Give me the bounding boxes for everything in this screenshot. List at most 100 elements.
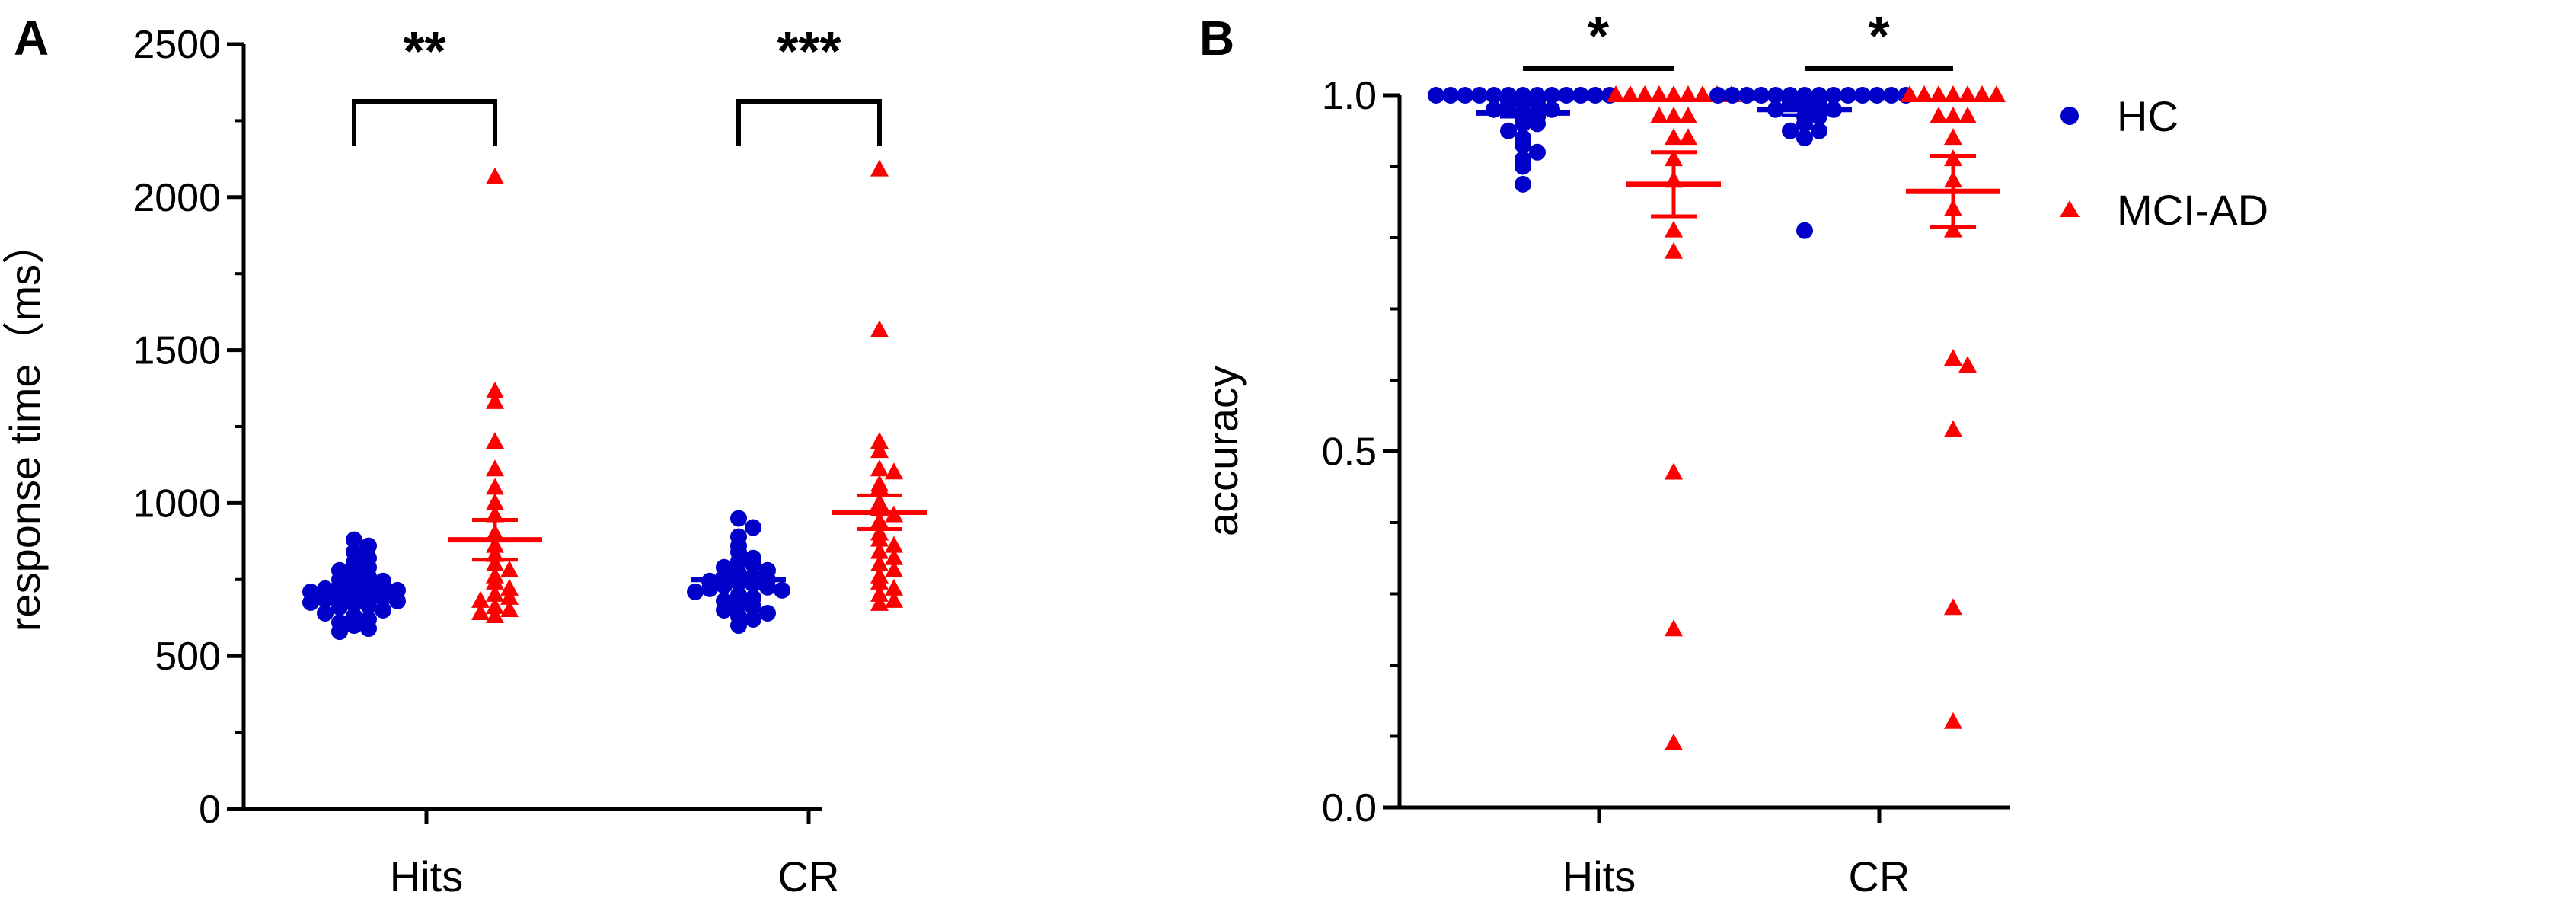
panel-b-label: B [1199,11,1234,66]
data-point [486,596,504,614]
data-point [1442,87,1459,104]
data-point [745,611,761,628]
panel-a-y-tick-label: 500 [155,635,221,679]
data-point [360,537,377,555]
data-point [870,478,889,495]
data-point [1572,87,1589,104]
data-point [471,590,490,608]
data-point [1529,115,1546,133]
legend-mci-ad-label: MCI-AD [2117,186,2268,234]
data-point [1738,87,1755,104]
data-point [1515,136,1531,154]
panel-b-y-tick-label: 1.0 [1322,74,1377,118]
data-point [1958,107,1977,124]
data-point [759,604,776,622]
data-point [500,560,519,577]
data-point [1767,87,1784,104]
data-point [346,595,362,612]
data-point [1515,158,1531,175]
data-point [1811,122,1827,139]
data-point [1500,122,1517,139]
data-point [1500,94,1517,111]
data-point [1515,115,1531,133]
panel-b-series-mci-ad-hits [1607,85,1741,750]
panel-b: B 0.0 0.5 1.0 Hits CR accuracy * * [1199,6,2010,900]
data-point [389,592,406,609]
data-point [360,596,377,614]
panel-b-series-hc-hits [1428,87,1618,193]
data-point [1665,128,1683,146]
data-point [1665,241,1683,259]
panel-b-significance-label: * [1868,6,1889,67]
data-point [1471,87,1488,104]
data-point [1679,107,1697,124]
data-point [1650,107,1668,124]
data-point [486,381,504,398]
data-point [1457,87,1473,104]
data-point [1709,87,1726,104]
data-point [1665,107,1683,124]
data-point [486,167,504,184]
data-point [870,441,889,459]
data-point [716,601,733,619]
data-point [774,581,790,599]
panel-b-y-tick-label: 0.0 [1322,786,1377,830]
data-point [1930,85,1948,102]
panel-b-series-mci-ad-cr [1901,85,2006,729]
data-point [317,604,334,622]
data-point [486,478,504,495]
data-point [870,459,889,477]
data-point [1825,87,1842,104]
data-point [1854,87,1871,104]
data-point [486,493,504,510]
legend-mci-ad-marker [2060,200,2080,217]
data-point [870,432,889,449]
data-point [1665,462,1683,480]
data-point [1840,87,1856,104]
data-point [1665,733,1683,750]
panel-a-significance-bracket [736,99,882,146]
data-point [1958,356,1977,373]
data-point [730,510,747,527]
data-point [1796,222,1813,239]
data-point [885,536,903,553]
data-point [687,583,704,600]
data-point [1944,220,1962,238]
data-point [870,554,889,571]
data-point [1515,175,1531,193]
panel-a-series-hc-cr [687,510,790,635]
data-point [759,578,776,596]
data-point [870,593,889,611]
data-point [471,603,490,620]
data-point [1693,85,1712,102]
data-point [1679,85,1697,102]
panel-a-series-mci-ad-hits [448,167,542,623]
data-point [1650,85,1668,102]
data-point [1782,122,1799,139]
panel-a-series-mci-ad-cr [832,159,927,611]
panel-a-series-hc-hits [302,531,406,641]
data-point [302,593,319,611]
data-point [870,572,889,590]
panel-a-significance-bracket [352,99,497,146]
data-point [331,598,348,616]
data-point [745,555,761,573]
panel-a-significance-label: ** [403,21,445,82]
data-point [1944,420,1962,437]
data-point [1428,87,1444,104]
data-point [1930,107,1948,124]
data-point [486,572,504,590]
panel-b-y-axis-title: accuracy [1199,366,1247,536]
data-point [486,505,504,523]
data-point [1944,598,1962,616]
panel-a-category-label: CR [778,852,840,900]
data-point [745,519,761,536]
data-point [1665,220,1683,238]
data-point [870,542,889,559]
data-point [486,554,504,571]
panel-b-category-label: Hits [1563,852,1636,900]
data-point [885,578,903,596]
data-point [486,432,504,449]
data-point [486,392,504,409]
data-point [1665,619,1683,637]
